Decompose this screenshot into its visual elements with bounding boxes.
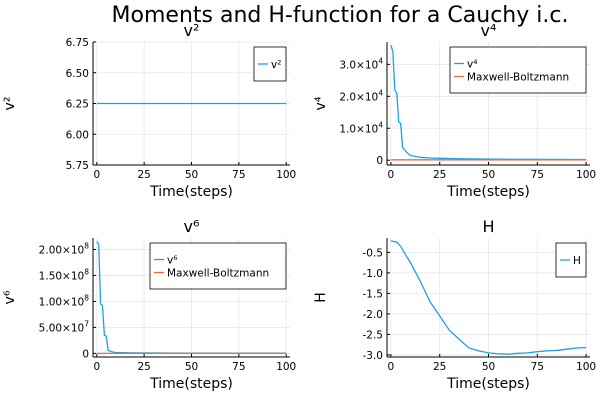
y-tick-exponent: 4	[378, 56, 383, 65]
y-tick-exponent: 4	[378, 88, 383, 97]
y-axis-label: v²	[2, 97, 18, 111]
x-tick-label: 50	[185, 361, 198, 373]
x-tick-label: 75	[232, 361, 245, 373]
y-tick-exponent: 8	[84, 241, 89, 250]
y-tick-label: 1.00×108	[39, 293, 90, 308]
x-tick-label: 100	[276, 361, 296, 373]
subplot-title: v⁴	[481, 21, 497, 40]
x-tick-label: 75	[531, 361, 544, 373]
x-axis-label: Time(steps)	[446, 376, 530, 392]
y-tick-label: -2.0	[363, 309, 384, 321]
y-tick-label: 0	[376, 155, 383, 167]
x-tick-label: 0	[388, 361, 395, 373]
y-tick-label: -3.0	[363, 350, 384, 362]
y-tick-base: 1.50×10	[39, 270, 85, 282]
legend-entry: v⁴	[467, 59, 477, 71]
x-tick-label: 50	[482, 169, 495, 181]
x-tick-label: 75	[531, 169, 544, 181]
y-axis-label: v⁴	[313, 96, 329, 110]
x-tick-label: 100	[276, 169, 296, 181]
y-tick-label: 1.0×104	[339, 120, 383, 135]
legend-entry: Maxwell-Boltzmann	[467, 72, 569, 84]
x-tick-label: 100	[576, 169, 596, 181]
y-tick-label: -2.5	[363, 329, 384, 341]
legend-entry: v⁶	[167, 255, 177, 267]
legend: H	[555, 242, 587, 278]
x-tick-label: 25	[433, 169, 446, 181]
subplot-4: 0 25 50 75 100 -0.5 -1.0 -1.5 -2.0 -2.5 -3.0 H Time(…	[313, 217, 596, 392]
y-tick-label: -1.5	[363, 288, 384, 300]
x-tick-label: 0	[388, 169, 395, 181]
legend-entry: v²	[271, 59, 281, 71]
y-tick-base: 3.0×10	[339, 59, 378, 71]
y-tick-exponent: 4	[378, 120, 383, 129]
y-tick-label: 0	[82, 348, 89, 360]
y-tick-base: 1.0×10	[339, 123, 378, 135]
legend-box	[149, 242, 287, 290]
legend-entry: Maxwell-Boltzmann	[167, 268, 269, 280]
x-tick-label: 0	[93, 361, 100, 373]
y-tick-label: 6.50	[66, 68, 89, 80]
y-tick-exponent: 8	[84, 293, 89, 302]
y-axis-label: H	[313, 292, 329, 303]
subplot-3: 0 25 50 75 10005.00×1071.00×1081.50×1082.00×…	[2, 217, 296, 392]
y-tick-exponent: 8	[84, 267, 89, 276]
y-tick-label: 6.75	[66, 37, 89, 49]
subplot-1: 0 25 50 75 100 5.75 6.00 6.25 6.50 6.75 v² Time(ste…	[2, 21, 296, 200]
y-tick-label: 6.25	[66, 99, 89, 111]
y-tick-label: 6.00	[66, 129, 89, 141]
y-tick-base: 2.0×10	[339, 91, 378, 103]
y-tick-label: 1.50×108	[39, 267, 90, 282]
y-tick-label: 2.0×104	[339, 88, 383, 103]
x-tick-label: 0	[93, 169, 100, 181]
x-tick-label: 50	[482, 361, 495, 373]
legend-entry: H	[573, 255, 581, 267]
x-axis-label: Time(steps)	[446, 184, 530, 200]
subplot-title: v⁶	[184, 217, 200, 236]
x-tick-label: 75	[232, 169, 245, 181]
x-tick-label: 25	[137, 169, 150, 181]
x-axis-label: Time(steps)	[149, 376, 233, 392]
y-tick-label: -0.5	[363, 247, 384, 259]
y-tick-base: 5.00×10	[39, 322, 85, 334]
x-tick-label: 100	[576, 361, 596, 373]
y-tick-base: 2.00×10	[39, 244, 85, 256]
series-line-1	[390, 240, 587, 355]
y-tick-label: -1.0	[363, 268, 384, 280]
y-tick-label: 5.75	[66, 160, 89, 172]
subplot-2: 0 25 50 75 10001.0×1042.0×1043.0×104v⁴Time(s…	[313, 21, 596, 200]
y-tick-exponent: 7	[84, 319, 89, 328]
subplot-title: H	[482, 217, 494, 236]
subplot-title: v²	[184, 21, 200, 40]
legend: v²	[253, 46, 287, 82]
y-tick-label: 3.0×104	[339, 56, 383, 71]
y-axis-label: v⁶	[2, 290, 18, 304]
y-tick-label: 5.00×107	[39, 319, 90, 334]
figure-title: Moments and H-function for a Cauchy i.c.	[112, 3, 569, 28]
legend-box	[449, 46, 587, 94]
y-tick-label: 2.00×108	[39, 241, 90, 256]
x-tick-label: 50	[185, 169, 198, 181]
x-axis-label: Time(steps)	[149, 184, 233, 200]
y-tick-base: 1.00×10	[39, 296, 85, 308]
x-tick-label: 25	[433, 361, 446, 373]
series-line-1	[390, 44, 587, 161]
x-tick-label: 25	[137, 361, 150, 373]
